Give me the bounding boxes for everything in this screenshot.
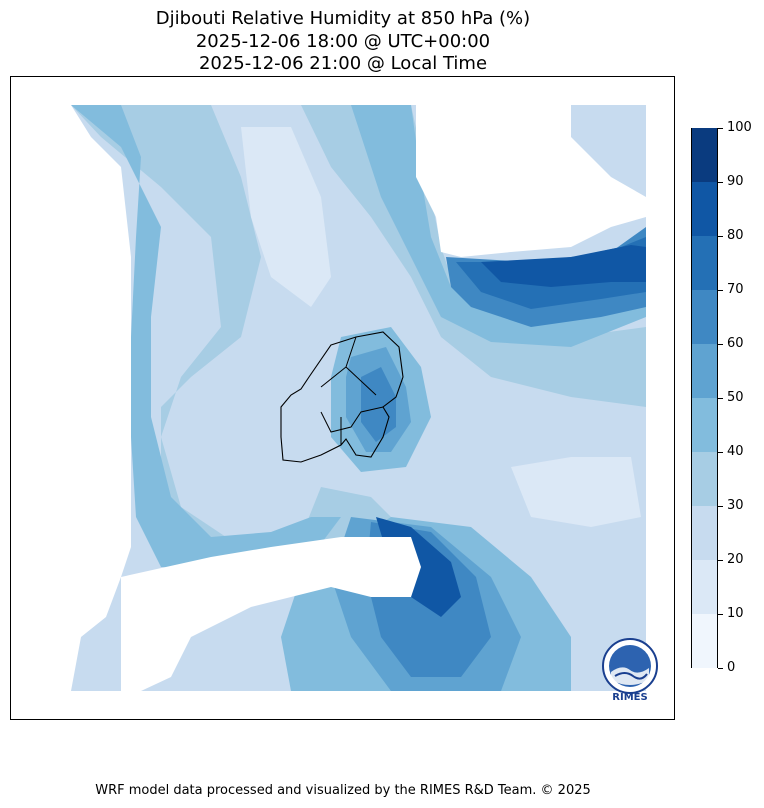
colorbar-band: [692, 398, 717, 452]
colorbar-tick-label: 20: [727, 552, 744, 567]
djibouti-border: [280, 331, 404, 463]
colorbar-tick-label: 40: [727, 444, 744, 459]
colorbar-tick-label: 100: [727, 120, 752, 135]
colorbar-tick-label: 90: [727, 174, 744, 189]
colorbar-tick: [718, 289, 723, 291]
rimes-globe-icon: [602, 638, 658, 694]
colorbar-tick: [718, 505, 723, 507]
colorbar-band: [692, 128, 717, 182]
colorbar-band: [692, 614, 717, 668]
colorbar-tick-label: 70: [727, 282, 744, 297]
logo-text: RIMES: [612, 692, 648, 703]
rimes-logo: RIMES: [597, 636, 663, 708]
nodata-northeast: [416, 105, 646, 257]
nodata-south-coast: [121, 537, 421, 691]
colorbar-tick: [718, 235, 723, 237]
colorbar-tick: [718, 397, 723, 399]
colorbar-tick: [718, 559, 723, 561]
colorbar-tick: [718, 613, 723, 615]
nodata-bottom: [11, 691, 674, 719]
nodata-right: [646, 77, 674, 719]
humidity-east-core: [481, 245, 646, 287]
colorbar-tick: [718, 127, 723, 129]
humidity-north-mid: [351, 105, 646, 347]
colorbar-band: [692, 236, 717, 290]
colorbar-band: [692, 344, 717, 398]
colorbar-tick: [718, 667, 723, 669]
humidity-north-pale: [241, 127, 331, 307]
colorbar-tick: [718, 181, 723, 183]
colorbar-band: [692, 182, 717, 236]
nodata-west: [11, 77, 131, 719]
colorbar-tick: [718, 451, 723, 453]
colorbar-band: [692, 452, 717, 506]
humidity-west-mid: [71, 105, 341, 572]
djibouti-region-lines: [320, 336, 384, 445]
map-panel[interactable]: [10, 76, 675, 720]
colorbar-band: [692, 560, 717, 614]
colorbar-tick: [718, 343, 723, 345]
colorbar-tick-label: 30: [727, 498, 744, 513]
footer-credit: WRF model data processed and visualized …: [95, 783, 591, 798]
colorbar-tick-label: 80: [727, 228, 744, 243]
colorbar-tick-label: 50: [727, 390, 744, 405]
colorbar-tick-label: 10: [727, 606, 744, 621]
map-title: Djibouti Relative Humidity at 850 hPa (%…: [155, 8, 531, 29]
utc-time-label: 2025-12-06 18:00 @ UTC+00:00: [195, 31, 491, 52]
colorbar-tick-label: 0: [727, 660, 736, 675]
colorbar-band: [692, 506, 717, 560]
humidity-contour-map: [11, 77, 674, 719]
colorbar-band: [692, 290, 717, 344]
humidity-east-pale: [511, 457, 641, 527]
nodata-top: [11, 77, 674, 105]
humidity-colorbar: [691, 128, 718, 668]
local-time-label: 2025-12-06 21:00 @ Local Time: [198, 53, 488, 74]
colorbar-tick-label: 60: [727, 336, 744, 351]
